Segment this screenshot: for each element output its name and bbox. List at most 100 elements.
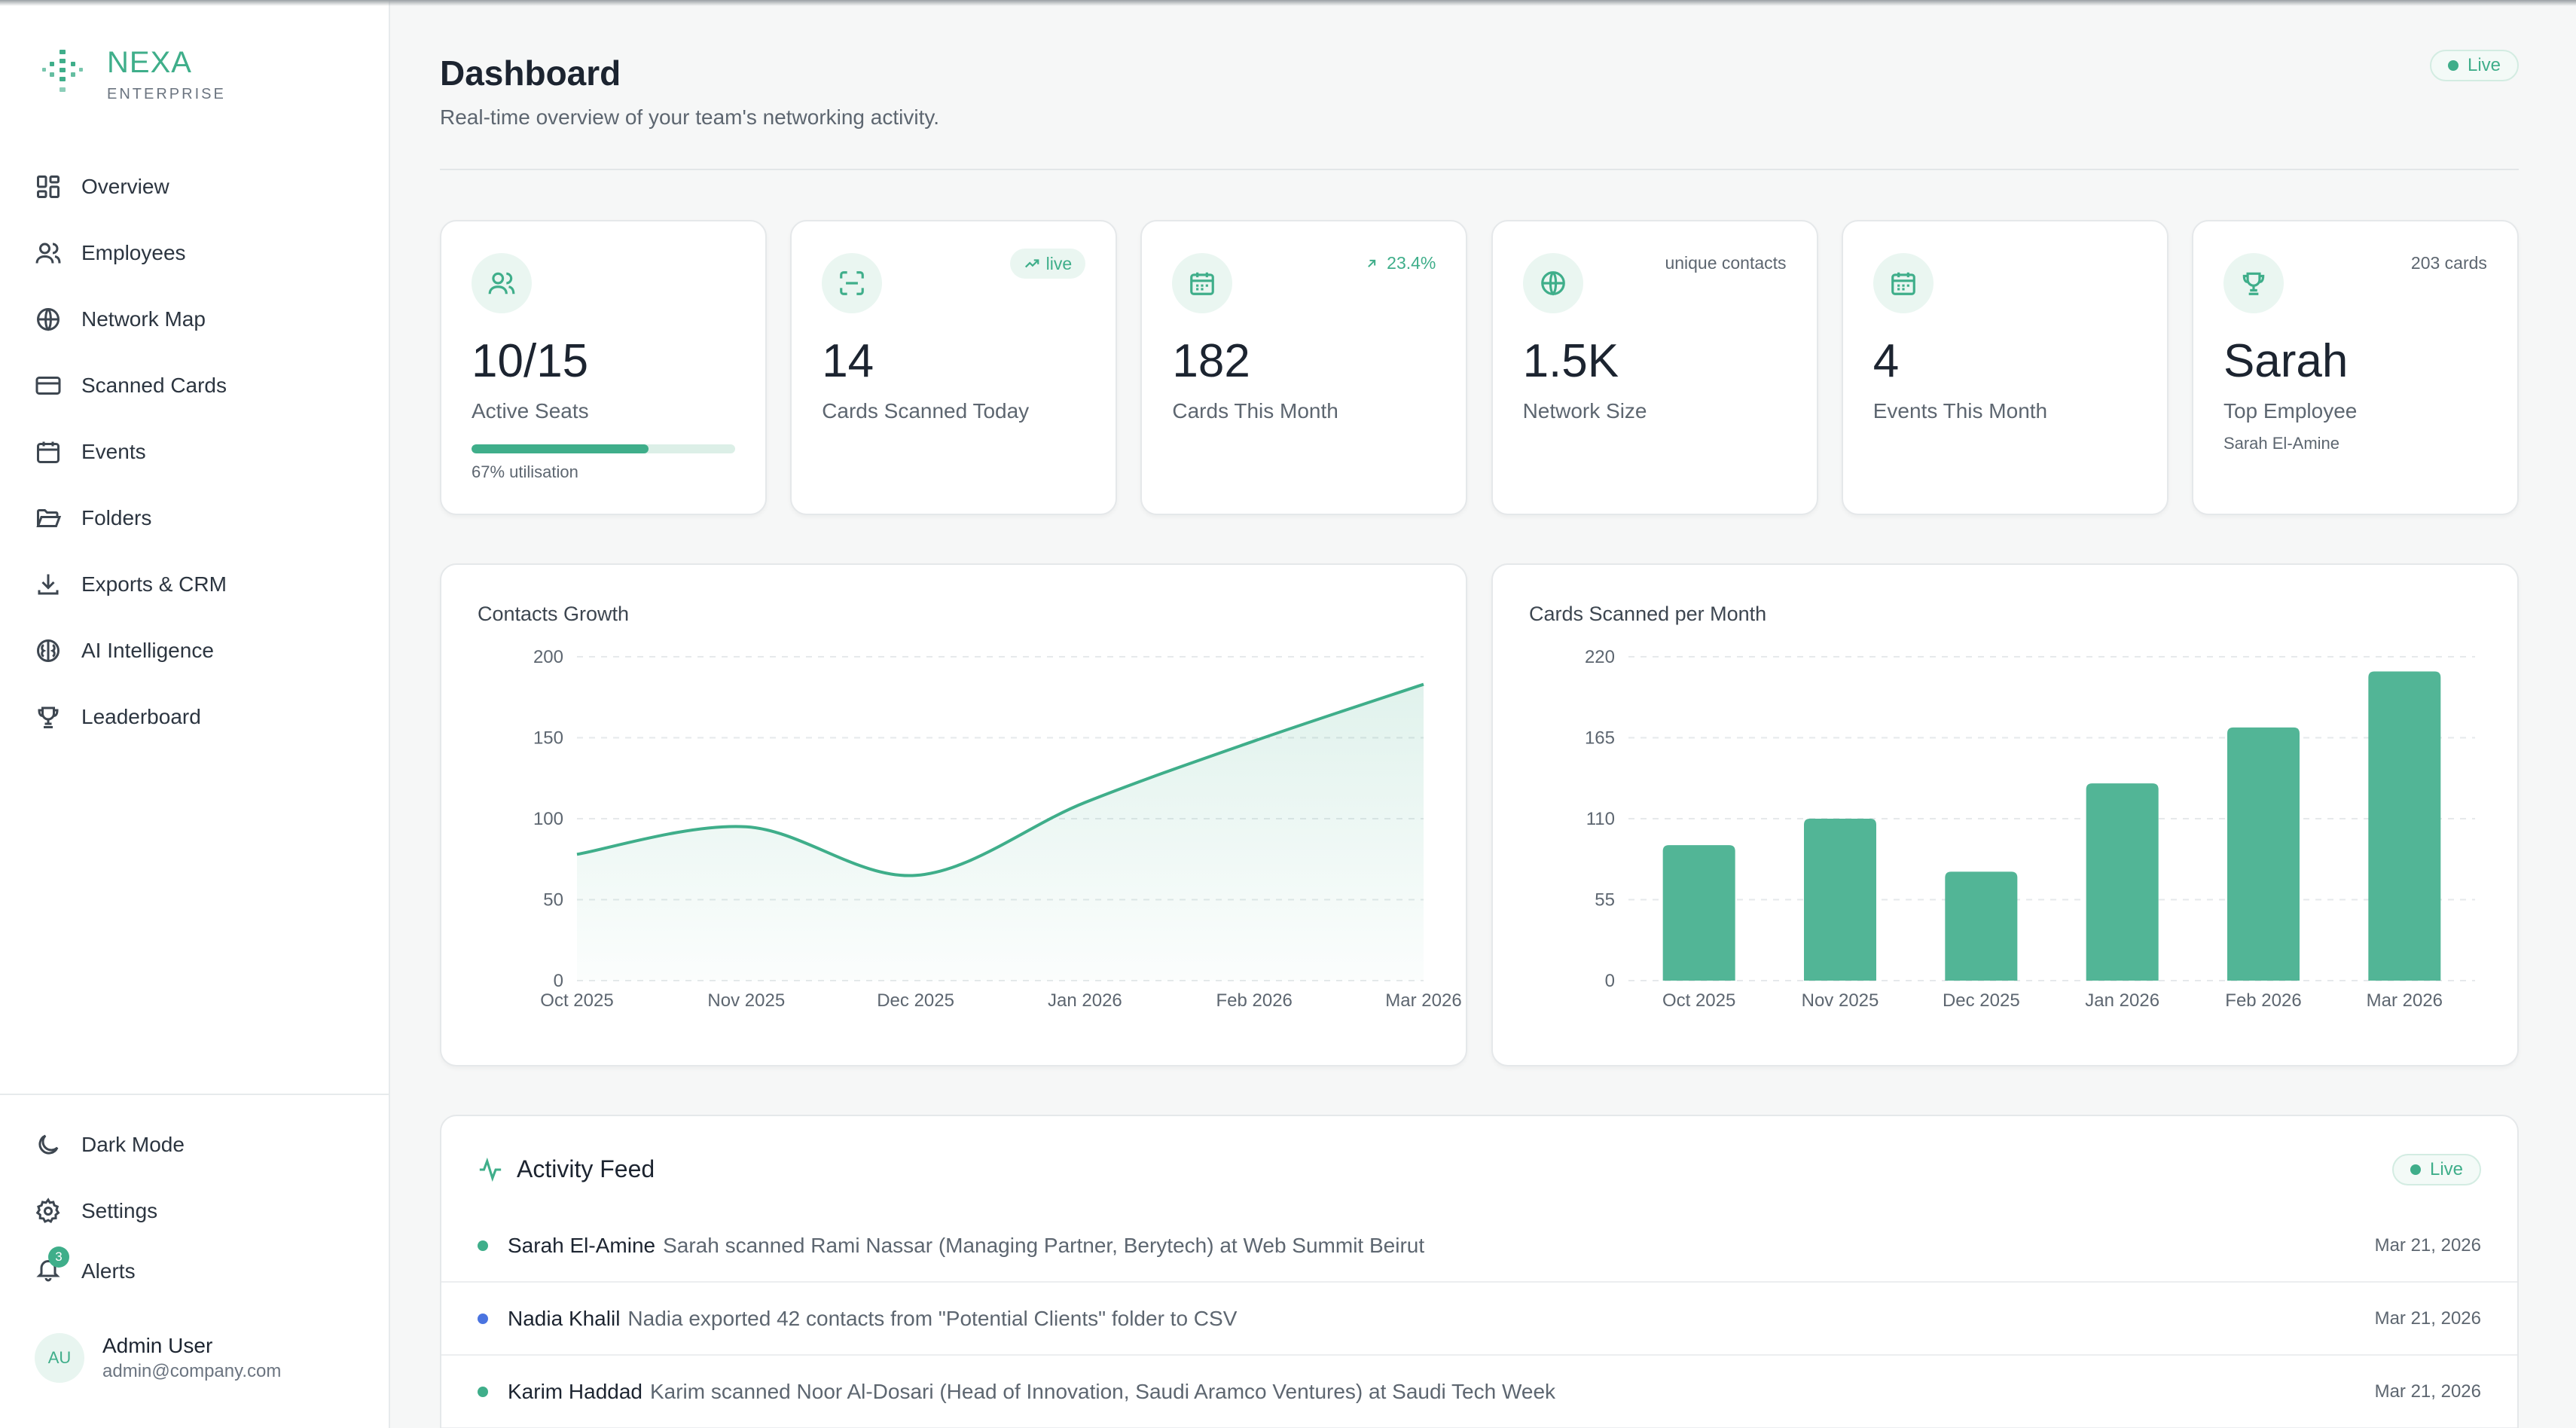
sidebar-item-exports-crm[interactable]: Exports & CRM bbox=[35, 551, 366, 618]
sidebar-item-leaderboard[interactable]: Leaderboard bbox=[35, 684, 366, 750]
activity-feed-list: Sarah El-Amine Sarah scanned Rami Nassar… bbox=[441, 1210, 2517, 1428]
live-status-label: Live bbox=[2467, 55, 2501, 75]
download-icon bbox=[38, 574, 59, 595]
gear-icon bbox=[35, 1198, 60, 1224]
list-item[interactable]: Karim Haddad Karim scanned Noor Al-Dosar… bbox=[441, 1356, 2517, 1428]
card-icon bbox=[35, 377, 61, 395]
alerts-icon-wrap: 3 bbox=[35, 1246, 69, 1288]
y-tick-label: 55 bbox=[1595, 890, 1615, 911]
scan-icon bbox=[840, 271, 865, 295]
grid-icon bbox=[37, 175, 60, 198]
users-icon bbox=[35, 243, 61, 264]
sidebar-nav: Overview Employees Network Map Scanned C… bbox=[35, 154, 366, 750]
x-tick-label: Oct 2025 bbox=[1662, 990, 1735, 1011]
stat-icon-wrap bbox=[472, 253, 532, 313]
top-employee-full-name: Sarah El-Amine bbox=[2223, 434, 2340, 453]
sidebar-item-ai-intelligence[interactable]: AI Intelligence bbox=[35, 618, 366, 684]
brand-name: NEXA bbox=[107, 46, 192, 79]
sidebar-item-label: Leaderboard bbox=[81, 705, 201, 728]
alerts-label: Alerts bbox=[81, 1259, 136, 1283]
activity-dot-icon bbox=[478, 1386, 488, 1397]
dark-mode-toggle[interactable]: Dark Mode bbox=[35, 1112, 366, 1178]
list-item[interactable]: Sarah El-Amine Sarah scanned Rami Nassar… bbox=[441, 1210, 2517, 1283]
sidebar-item-scanned-cards[interactable]: Scanned Cards bbox=[35, 352, 366, 419]
contacts-growth-chart-card: Contacts Growth 0 50 100 150 200 Oct 2025 Nov … bbox=[440, 563, 1467, 1066]
activity-actor: Nadia Khalil bbox=[508, 1306, 621, 1330]
bar bbox=[1945, 871, 2018, 981]
brand-logo[interactable]: NEXA ENTERPRISE bbox=[39, 45, 226, 103]
area-fill bbox=[577, 684, 1424, 981]
sidebar-item-label: Network Map bbox=[81, 307, 206, 331]
activity-feed-title: Activity Feed bbox=[517, 1155, 655, 1182]
x-tick-label: Nov 2025 bbox=[1802, 990, 1879, 1011]
stat-card-cards-month[interactable]: 23.4% 182 Cards This Month bbox=[1140, 220, 1468, 515]
y-tick-label: 0 bbox=[1605, 971, 1615, 991]
sidebar-item-settings[interactable]: Settings bbox=[35, 1178, 366, 1244]
arrow-up-right-icon bbox=[1368, 259, 1376, 267]
stat-icon-wrap bbox=[2223, 253, 2284, 313]
series-line bbox=[576, 682, 1424, 877]
cards-per-month-chart-card: Cards Scanned per Month 0 55 110 165 220 Oct … bbox=[1491, 563, 2519, 1066]
live-trend-label: live bbox=[1045, 253, 1073, 273]
sidebar-item-label: Folders bbox=[81, 506, 152, 529]
activity-pulse-icon bbox=[479, 1157, 502, 1182]
stat-card-network-size[interactable]: unique contacts 1.5K Network Size bbox=[1491, 220, 1818, 515]
sidebar-item-label: Scanned Cards bbox=[81, 374, 227, 397]
live-dot-icon bbox=[2410, 1164, 2421, 1175]
y-tick-label: 0 bbox=[554, 971, 563, 991]
sidebar-item-events[interactable]: Events bbox=[35, 419, 366, 485]
x-tick-label: Feb 2026 bbox=[2225, 990, 2301, 1011]
live-status-badge: Live bbox=[2429, 50, 2519, 81]
user-profile[interactable]: AU Admin User admin@company.com bbox=[35, 1333, 281, 1383]
dark-mode-label: Dark Mode bbox=[81, 1133, 185, 1156]
bar bbox=[2227, 727, 2300, 981]
stat-card-active-seats[interactable]: 10/15 Active Seats 67% utilisation bbox=[440, 220, 767, 515]
bar bbox=[1662, 845, 1735, 981]
sidebar-item-label: AI Intelligence bbox=[81, 639, 214, 662]
stat-card-events[interactable]: 4 Events This Month bbox=[1841, 220, 2169, 515]
utilisation-progress-bar bbox=[472, 444, 735, 453]
top-employee-card-count: 203 cards bbox=[2410, 253, 2487, 273]
stat-label: Active Seats bbox=[472, 399, 589, 423]
feed-live-badge: Live bbox=[2391, 1154, 2481, 1185]
x-tick-label: Feb 2026 bbox=[1216, 990, 1292, 1011]
stat-icon-wrap bbox=[1522, 253, 1583, 313]
x-tick-label: Oct 2025 bbox=[540, 990, 613, 1011]
y-tick-label: 200 bbox=[533, 647, 563, 667]
sidebar: NEXA ENTERPRISE Overview Employees Netwo… bbox=[0, 0, 390, 1428]
settings-label: Settings bbox=[81, 1199, 158, 1222]
sidebar-item-label: Overview bbox=[81, 175, 169, 198]
activity-dot-icon bbox=[478, 1313, 488, 1324]
activity-dot-icon bbox=[478, 1240, 488, 1251]
globe-icon bbox=[1540, 271, 1565, 296]
activity-timestamp: Mar 21, 2026 bbox=[2374, 1307, 2481, 1329]
stat-card-cards-today[interactable]: live 14 Cards Scanned Today bbox=[790, 220, 1118, 515]
utilisation-progress-fill bbox=[472, 444, 649, 453]
bar bbox=[1804, 819, 1876, 981]
stat-value: 10/15 bbox=[472, 335, 589, 387]
activity-feed: Activity Feed Live Sarah El-Amine Sarah … bbox=[440, 1115, 2519, 1428]
live-trend-badge: live bbox=[1009, 249, 1086, 279]
sidebar-item-folders[interactable]: Folders bbox=[35, 485, 366, 551]
bar bbox=[2086, 783, 2159, 981]
sidebar-bottom-nav: Dark Mode Settings 3 Alerts bbox=[35, 1112, 366, 1298]
chart-title: Contacts Growth bbox=[478, 603, 630, 625]
x-tick-label: Nov 2025 bbox=[707, 990, 785, 1011]
sidebar-item-alerts[interactable]: 3 Alerts bbox=[35, 1244, 366, 1298]
stat-label: Top Employee bbox=[2223, 399, 2358, 423]
moon-icon bbox=[38, 1134, 59, 1155]
alerts-count-badge: 3 bbox=[48, 1246, 69, 1268]
contacts-growth-chart: 0 50 100 150 200 Oct 2025 Nov 2025 Dec 2025 Jan … bbox=[533, 647, 1462, 1011]
user-email: admin@company.com bbox=[102, 1361, 282, 1381]
unique-contacts-tag: unique contacts bbox=[1665, 253, 1787, 273]
activity-description: Karim scanned Noor Al-Dosari (Head of In… bbox=[649, 1379, 1556, 1403]
y-tick-label: 165 bbox=[1585, 728, 1615, 749]
sidebar-item-network-map[interactable]: Network Map bbox=[35, 286, 366, 352]
list-item[interactable]: Nadia Khalil Nadia exported 42 contacts … bbox=[441, 1283, 2517, 1356]
stat-label: Network Size bbox=[1522, 399, 1647, 423]
sidebar-item-employees[interactable]: Employees bbox=[35, 220, 366, 286]
stat-card-top-employee[interactable]: 203 cards Sarah Top Employee Sarah El-Am… bbox=[2191, 220, 2519, 515]
sidebar-item-overview[interactable]: Overview bbox=[35, 154, 366, 220]
stats-row: 10/15 Active Seats 67% utilisation live … bbox=[440, 220, 2519, 515]
stat-value: 1.5K bbox=[1522, 335, 1619, 387]
